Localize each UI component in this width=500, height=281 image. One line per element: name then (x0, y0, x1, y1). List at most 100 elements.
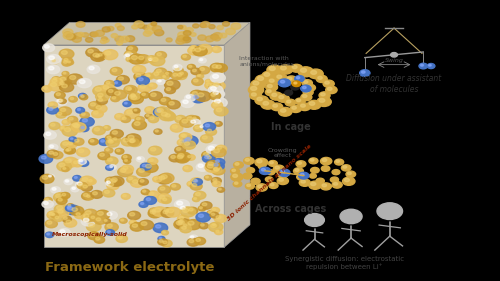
Circle shape (208, 85, 222, 94)
Circle shape (207, 156, 212, 159)
Circle shape (300, 68, 306, 72)
Circle shape (162, 112, 168, 116)
Circle shape (148, 209, 162, 218)
Circle shape (198, 125, 206, 130)
Circle shape (184, 166, 188, 169)
Circle shape (163, 210, 168, 214)
Circle shape (50, 187, 60, 193)
Circle shape (64, 61, 67, 63)
Circle shape (60, 192, 70, 199)
Circle shape (112, 137, 120, 142)
Circle shape (89, 67, 94, 70)
Circle shape (139, 201, 148, 207)
Circle shape (182, 209, 188, 212)
Circle shape (87, 179, 96, 184)
Circle shape (310, 182, 316, 186)
Circle shape (190, 48, 195, 51)
Circle shape (64, 121, 66, 123)
Circle shape (158, 80, 161, 82)
Circle shape (154, 30, 164, 36)
Circle shape (106, 81, 110, 84)
Circle shape (261, 100, 275, 109)
Circle shape (74, 161, 78, 164)
Circle shape (174, 219, 188, 229)
Circle shape (280, 109, 286, 112)
Circle shape (186, 219, 201, 230)
Circle shape (212, 98, 227, 108)
Circle shape (178, 205, 190, 213)
Circle shape (267, 90, 271, 92)
Circle shape (134, 21, 144, 27)
Circle shape (190, 46, 198, 51)
Circle shape (136, 76, 149, 85)
Circle shape (66, 148, 71, 151)
Circle shape (212, 74, 218, 78)
Circle shape (302, 86, 306, 89)
Circle shape (348, 172, 352, 175)
Circle shape (116, 149, 120, 151)
Circle shape (54, 92, 65, 99)
Circle shape (78, 149, 84, 153)
Circle shape (263, 101, 268, 105)
Circle shape (100, 153, 104, 156)
Circle shape (195, 48, 200, 52)
Circle shape (200, 46, 205, 50)
Circle shape (129, 54, 144, 64)
Circle shape (120, 219, 124, 221)
Circle shape (214, 182, 217, 184)
Circle shape (182, 134, 186, 137)
Circle shape (133, 108, 140, 113)
Circle shape (178, 153, 184, 157)
Circle shape (147, 191, 160, 199)
Circle shape (222, 22, 230, 26)
Circle shape (144, 163, 158, 173)
Circle shape (103, 85, 108, 89)
Circle shape (234, 182, 238, 184)
Circle shape (206, 176, 208, 178)
Circle shape (204, 153, 214, 160)
Circle shape (157, 194, 172, 203)
Circle shape (48, 102, 58, 108)
Circle shape (390, 53, 398, 57)
Circle shape (78, 183, 83, 186)
Circle shape (182, 223, 191, 229)
Circle shape (148, 116, 158, 123)
Circle shape (298, 162, 302, 164)
Circle shape (233, 181, 242, 187)
Circle shape (182, 141, 196, 149)
Circle shape (316, 178, 324, 183)
Circle shape (294, 82, 297, 84)
Circle shape (80, 125, 89, 132)
Circle shape (104, 126, 110, 130)
Circle shape (275, 166, 280, 169)
Circle shape (67, 206, 70, 209)
Circle shape (61, 141, 74, 149)
Circle shape (186, 96, 190, 98)
Circle shape (301, 180, 306, 183)
Circle shape (107, 182, 119, 190)
Circle shape (57, 162, 72, 171)
Circle shape (81, 161, 84, 164)
Circle shape (196, 192, 200, 196)
Circle shape (42, 176, 48, 179)
Circle shape (188, 182, 192, 184)
Circle shape (80, 80, 85, 83)
Circle shape (48, 144, 58, 151)
Circle shape (48, 67, 54, 70)
Circle shape (50, 213, 58, 218)
Circle shape (51, 59, 59, 64)
Circle shape (207, 211, 214, 216)
Circle shape (44, 45, 50, 48)
Circle shape (62, 60, 72, 66)
Circle shape (204, 156, 209, 159)
Circle shape (291, 84, 300, 90)
Circle shape (156, 109, 160, 112)
Circle shape (181, 99, 194, 107)
Circle shape (209, 92, 220, 100)
Circle shape (292, 65, 297, 69)
Circle shape (62, 57, 72, 64)
Circle shape (205, 82, 216, 89)
Circle shape (188, 64, 196, 70)
Text: Diffusion under assistant
of molecules: Diffusion under assistant of molecules (346, 74, 442, 94)
Circle shape (122, 155, 132, 161)
